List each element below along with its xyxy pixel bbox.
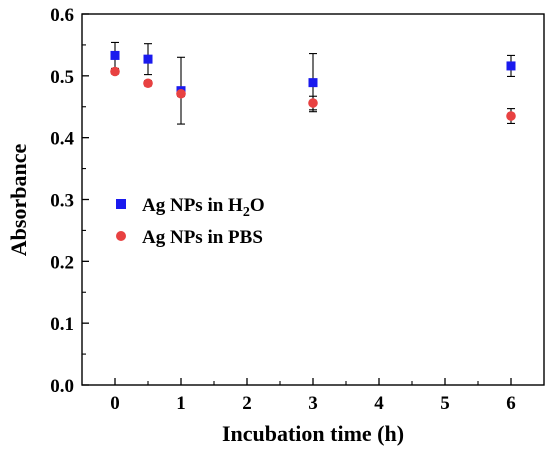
- data-point-pbs: [143, 78, 153, 89]
- y-tick-label: 0.5: [50, 67, 74, 88]
- ticks: 0 1 2 3 4 5 6 0.0 0.1 0.2 0.3 0.4 0.5 0.6: [50, 5, 516, 414]
- x-tick-label: 1: [176, 393, 186, 414]
- legend-label-pbs: Ag NPs in PBS: [142, 227, 263, 248]
- legend-marker-pbs: [116, 231, 126, 241]
- x-tick-label: 5: [440, 393, 450, 414]
- data-point-pbs: [506, 111, 516, 121]
- x-tick-label: 3: [308, 393, 318, 414]
- legend-label-h2o: Ag NPs in H2O: [142, 195, 265, 220]
- data-point-h2o: [308, 78, 318, 88]
- data-point-pbs: [176, 88, 186, 99]
- y-tick-label: 0.6: [50, 5, 74, 26]
- data-point-pbs: [308, 98, 318, 108]
- y-tick-label: 0.4: [50, 129, 74, 150]
- y-tick-label: 0.1: [50, 314, 74, 335]
- x-tick-label: 4: [374, 393, 384, 414]
- y-axis-title: Absorbance: [6, 144, 31, 257]
- data-point-pbs: [110, 66, 120, 77]
- x-tick-label: 6: [506, 393, 516, 414]
- y-tick-label: 0.3: [50, 191, 74, 212]
- y-tick-label: 0.2: [50, 252, 74, 273]
- data-point-h2o: [110, 50, 120, 60]
- data-markers: [110, 50, 516, 121]
- y-tick-label: 0.0: [50, 376, 74, 397]
- legend-marker-h2o: [116, 199, 126, 209]
- legend: Ag NPs in H2O Ag NPs in PBS: [116, 195, 265, 248]
- x-axis-title: Incubation time (h): [222, 421, 404, 446]
- data-point-h2o: [143, 54, 153, 64]
- x-tick-label: 0: [110, 393, 120, 414]
- data-point-h2o: [506, 61, 516, 71]
- x-tick-label: 2: [242, 393, 252, 414]
